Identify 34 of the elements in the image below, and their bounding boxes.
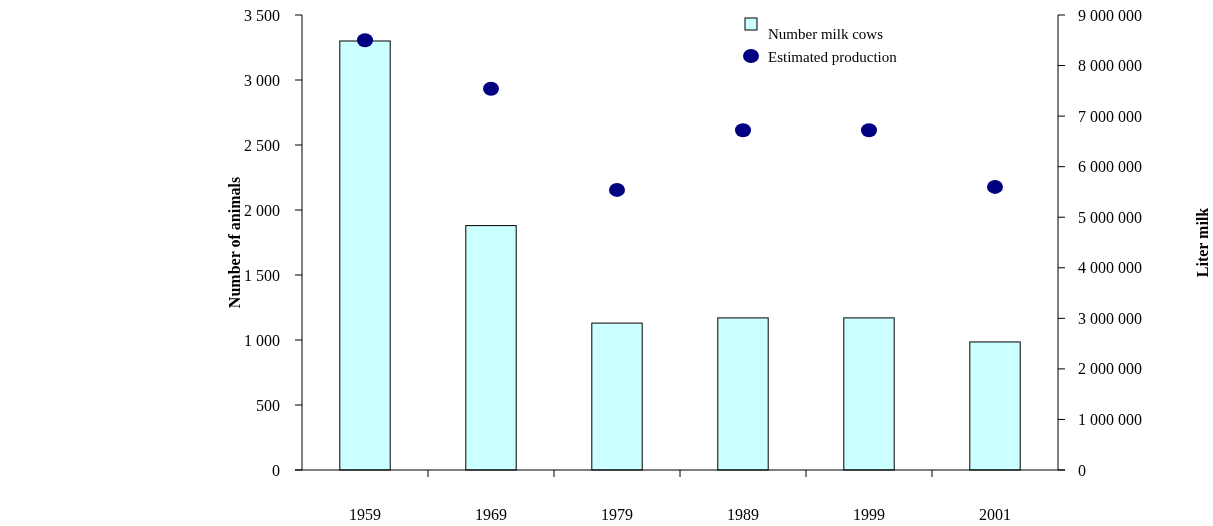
x-tick-label: 1959 xyxy=(349,506,381,523)
point xyxy=(735,123,751,138)
y2-tick-label: 7 000 000 xyxy=(1078,107,1142,125)
x-tick-label: 1979 xyxy=(601,506,633,523)
x-tick-label: 1999 xyxy=(853,506,885,523)
point xyxy=(861,123,877,138)
y2-tick-label: 1 000 000 xyxy=(1078,411,1142,429)
y-tick-label: 2 000 xyxy=(244,201,280,219)
y-tick-label: 0 xyxy=(272,461,280,479)
y-tick-label: 1 500 xyxy=(244,266,280,284)
y2-axis-title: Liter milk xyxy=(1194,207,1211,278)
y2-tick-label: 8 000 000 xyxy=(1078,57,1142,75)
y-tick-label: 1 000 xyxy=(244,331,280,349)
x-tick-label: 1969 xyxy=(475,506,507,523)
y2-tick-label: 5 000 000 xyxy=(1078,208,1142,226)
y-axis-title: Number of animals xyxy=(226,176,243,309)
y2-tick-label: 3 000 000 xyxy=(1078,309,1142,327)
point xyxy=(483,81,499,96)
x-tick-label: 2001 xyxy=(979,506,1011,523)
x-tick-label: 1989 xyxy=(727,506,759,523)
y-tick-label: 3 000 xyxy=(244,71,280,89)
point xyxy=(609,182,625,197)
y-tick-label: 500 xyxy=(256,396,280,414)
y2-tick-label: 0 xyxy=(1078,461,1086,479)
y-tick-label: 3 500 xyxy=(244,6,280,24)
y2-tick-label: 2 000 000 xyxy=(1078,360,1142,378)
legend-label: Number milk cows xyxy=(768,26,884,42)
y2-tick-label: 4 000 000 xyxy=(1078,259,1142,277)
legend-label: Estimated production xyxy=(768,49,898,65)
point xyxy=(357,33,373,48)
y2-tick-label: 9 000 000 xyxy=(1078,6,1142,24)
point xyxy=(987,179,1003,194)
y-tick-label: 2 500 xyxy=(244,136,280,154)
y2-tick-label: 6 000 000 xyxy=(1078,158,1142,176)
